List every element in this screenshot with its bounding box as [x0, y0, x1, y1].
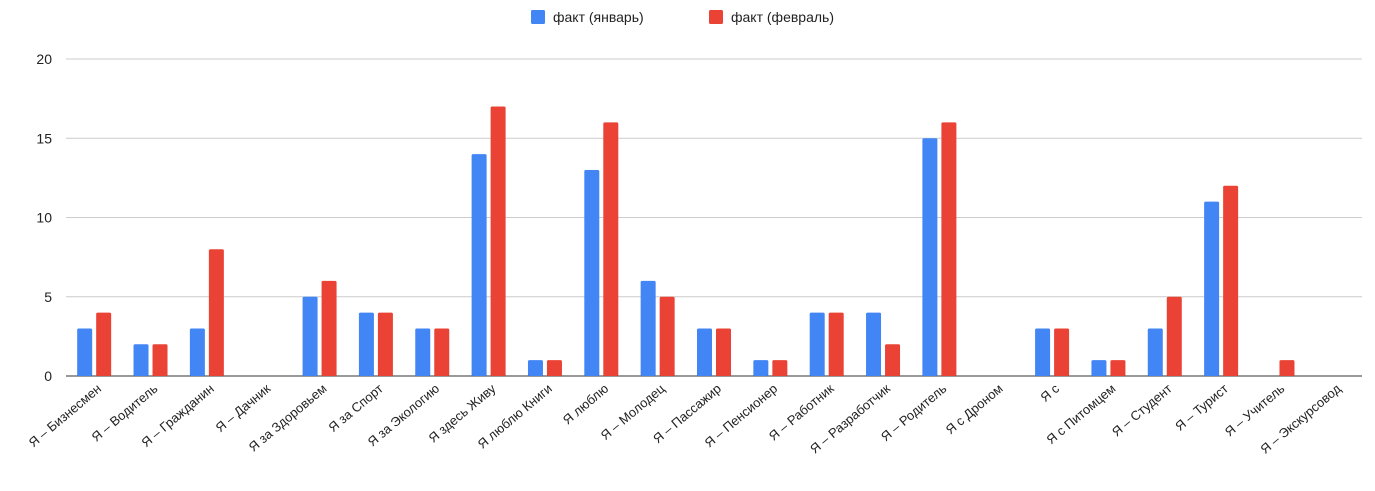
legend-swatch — [709, 10, 723, 24]
bar — [640, 280, 656, 376]
bar — [546, 360, 562, 376]
y-tick-label: 5 — [44, 289, 52, 305]
bar — [922, 138, 938, 376]
bar — [584, 169, 600, 376]
x-tick-label: Я – Студент — [1109, 381, 1175, 440]
bar — [77, 328, 93, 376]
bar — [152, 344, 168, 376]
gridlines — [66, 58, 1362, 377]
legend-label: факт (февраль) — [731, 9, 834, 25]
bar — [133, 344, 149, 376]
bar — [321, 280, 337, 376]
legend-label: факт (январь) — [553, 9, 644, 25]
bar — [1054, 328, 1070, 376]
bar — [1035, 328, 1051, 376]
bar — [471, 154, 487, 376]
bar — [885, 344, 901, 376]
bar — [490, 106, 506, 377]
legend-swatch — [531, 10, 545, 24]
x-tick-label: Я с — [1037, 380, 1062, 404]
bar — [866, 312, 882, 376]
x-tick-label: Я с Дроном — [943, 381, 1006, 437]
bar — [941, 122, 957, 377]
bar — [603, 122, 619, 377]
bar — [302, 296, 318, 376]
bar — [716, 328, 731, 376]
bar — [697, 328, 712, 376]
y-tick-label: 20 — [36, 51, 52, 67]
bar — [1166, 296, 1182, 376]
bars — [77, 106, 1295, 377]
bar — [208, 249, 224, 376]
bar — [1279, 360, 1295, 376]
bar — [358, 312, 374, 376]
bar — [1204, 201, 1220, 376]
bar — [772, 360, 788, 376]
bar — [189, 328, 205, 376]
bar — [434, 328, 450, 376]
bar — [809, 312, 825, 376]
bar — [415, 328, 431, 376]
y-tick-label: 15 — [36, 130, 52, 146]
bar — [527, 360, 543, 376]
bar — [1223, 185, 1239, 376]
bar — [1091, 360, 1107, 376]
bar — [1110, 360, 1126, 376]
bar — [1147, 328, 1163, 376]
bar — [828, 312, 844, 376]
x-tick-label: Я – Бизнесмен — [26, 381, 104, 450]
bar — [659, 296, 675, 376]
legend: факт (январь) факт (февраль) — [531, 9, 834, 25]
x-tick-label: Я люблю — [560, 381, 612, 428]
y-tick-label: 10 — [36, 210, 52, 226]
bar — [377, 312, 393, 376]
y-tick-label: 0 — [44, 368, 52, 384]
bar — [96, 312, 112, 376]
x-tick-label: Я – Турист — [1172, 381, 1231, 434]
bar — [753, 360, 769, 376]
